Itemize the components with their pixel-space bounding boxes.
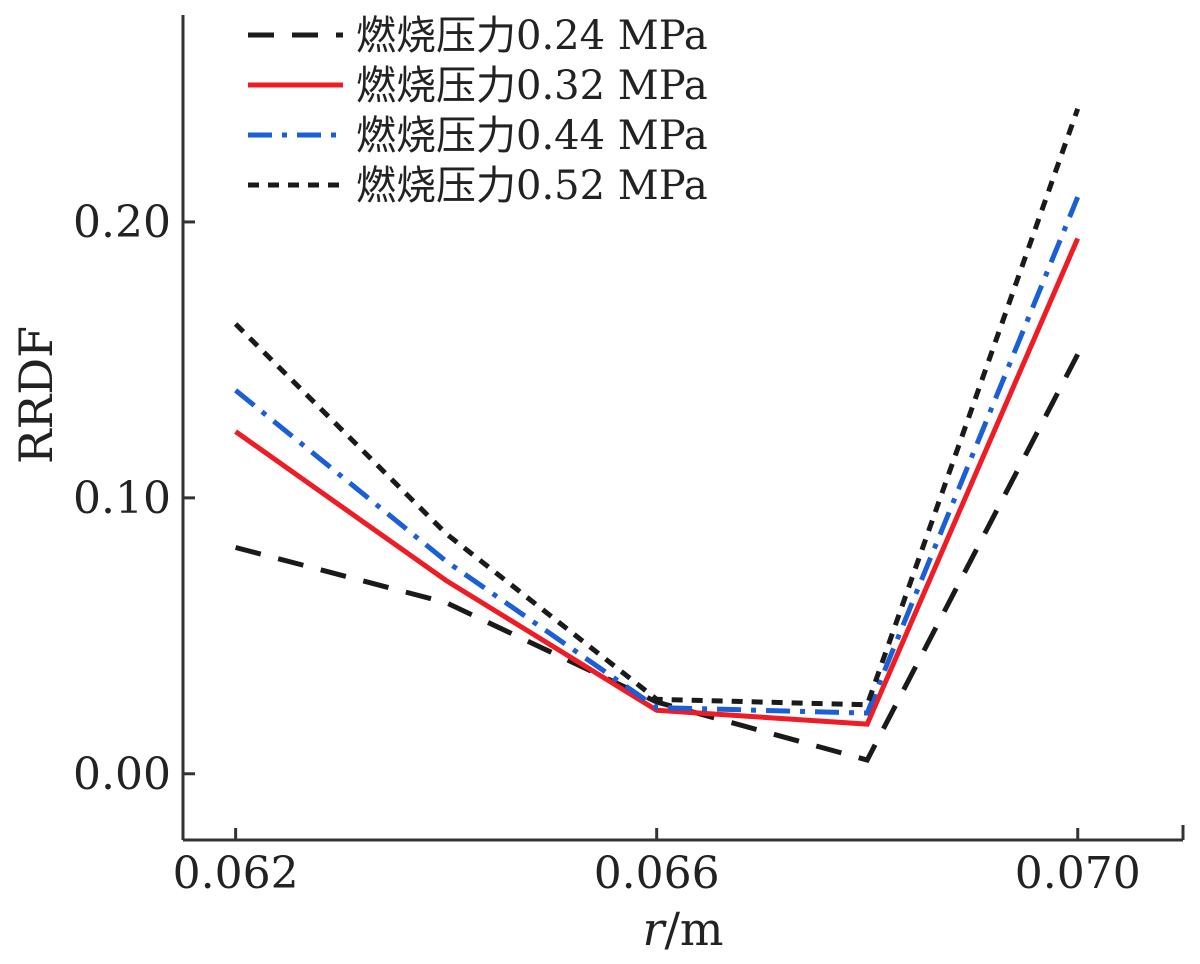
y-tick-label: 0.20 <box>73 197 171 248</box>
x-tick-label: 0.066 <box>594 848 720 899</box>
y-axis-title: RRDF <box>9 326 63 464</box>
x-axis-title: r/m <box>642 902 723 956</box>
legend-label-2: 燃烧压力0.32 MPa <box>356 63 708 109</box>
x-axis-title-variable: r <box>642 902 667 956</box>
x-ticks: 0.062 0.066 0.070 <box>173 828 1141 899</box>
legend-label-1: 燃烧压力0.24 MPa <box>356 13 708 59</box>
x-tick-label: 0.062 <box>173 848 299 899</box>
x-axis-title-unit: /m <box>664 902 723 956</box>
y-tick-label: 0.10 <box>73 473 171 524</box>
series-line-2 <box>234 237 1080 727</box>
legend-label-3: 燃烧压力0.44 MPa <box>356 113 708 159</box>
y-tick-label: 0.00 <box>73 749 171 800</box>
series-lines <box>233 107 1081 763</box>
axes <box>181 15 1185 842</box>
x-tick-label: 0.070 <box>1015 848 1141 899</box>
series-line-3 <box>234 196 1081 716</box>
legend-label-4: 燃烧压力0.52 MPa <box>356 163 708 209</box>
y-ticks: 0.00 0.10 0.20 <box>73 197 195 800</box>
